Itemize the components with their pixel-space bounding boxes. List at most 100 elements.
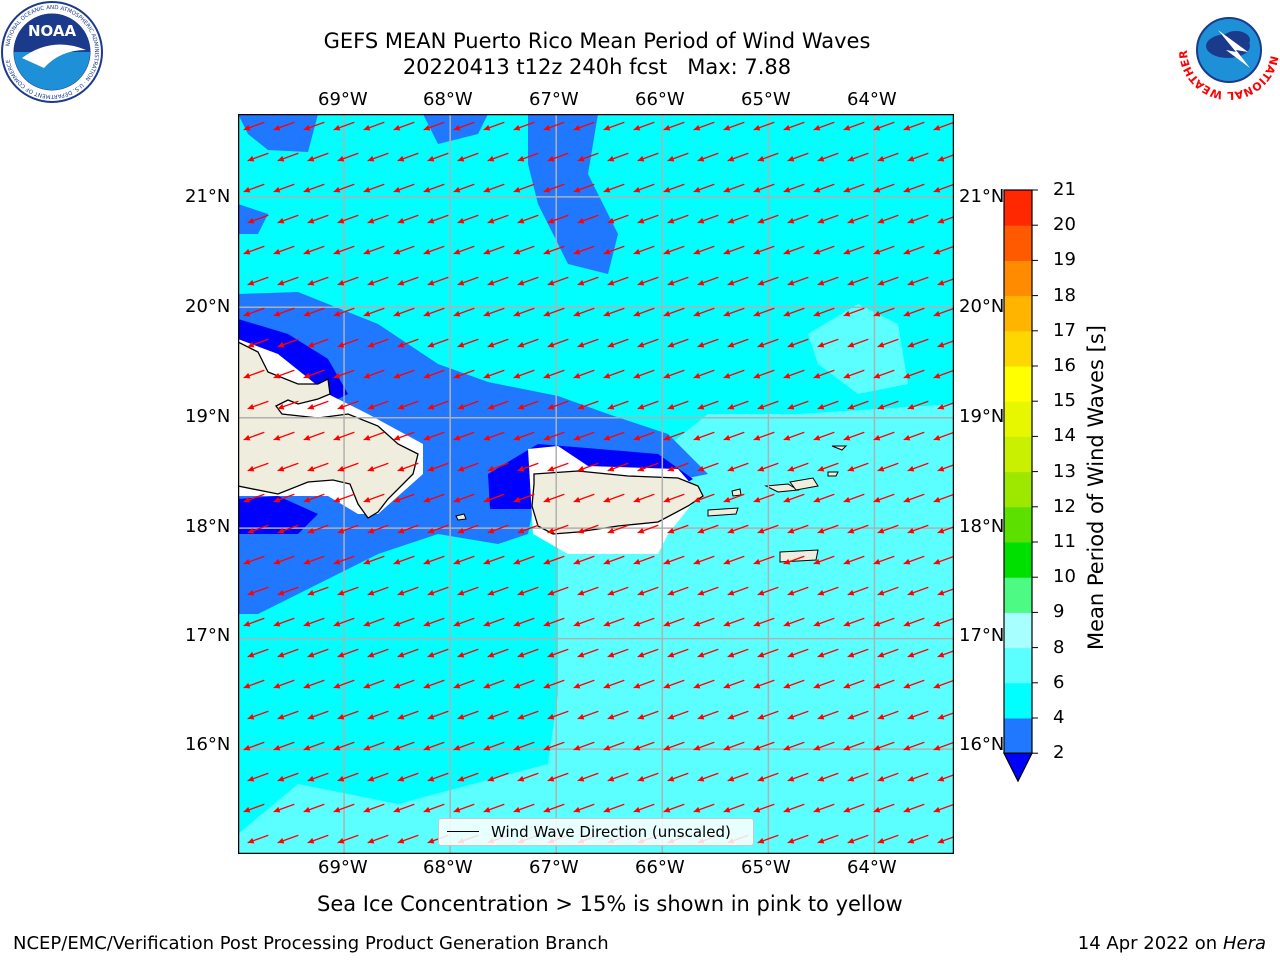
wave-direction-arrow [483, 431, 505, 441]
wave-direction-arrow [363, 121, 385, 131]
wave-direction-arrow [757, 338, 779, 348]
wave-direction-arrow [307, 214, 329, 224]
wave-direction-arrow [577, 214, 599, 224]
wave-direction-arrow [847, 524, 869, 534]
colorbar-segment [1004, 436, 1032, 473]
wave-direction-arrow [933, 308, 953, 317]
wave-direction-arrow [603, 245, 625, 255]
wave-direction-arrow [607, 462, 629, 472]
wave-direction-arrow [813, 741, 835, 751]
wave-direction-arrow [517, 338, 539, 348]
wave-direction-arrow [727, 524, 749, 534]
wave-direction-arrow [307, 338, 329, 348]
wave-direction-arrow [303, 245, 325, 255]
wave-direction-arrow [817, 152, 839, 162]
wave-direction-arrow [243, 617, 265, 627]
wave-direction-arrow [697, 152, 719, 162]
wave-direction-arrow [483, 307, 505, 317]
footer-branch: NCEP/EMC/Verification Post Processing Pr… [13, 933, 609, 954]
legend-label: Wind Wave Direction (unscaled) [491, 823, 731, 841]
wave-direction-arrow [727, 648, 749, 658]
wave-direction-arrow [367, 462, 389, 472]
wave-direction-arrow [727, 152, 749, 162]
wave-direction-arrow [933, 122, 953, 131]
wave-direction-arrow [547, 462, 569, 472]
wave-direction-arrow [903, 121, 925, 131]
lon-label-top-67: 67°W [529, 89, 579, 110]
wave-direction-arrow [667, 586, 689, 596]
wave-direction-arrow [723, 369, 745, 379]
wave-direction-arrow [513, 803, 535, 813]
wave-direction-arrow [573, 431, 595, 441]
wave-direction-arrow [847, 400, 869, 410]
wave-direction-arrow [783, 493, 805, 503]
wave-direction-arrow [813, 307, 835, 317]
wave-direction-arrow [783, 431, 805, 441]
wave-direction-arrow [877, 710, 899, 720]
wave-direction-arrow [333, 369, 355, 379]
wave-direction-arrow [817, 834, 839, 844]
wave-direction-arrow [247, 834, 269, 844]
wave-direction-arrow [847, 586, 869, 596]
wave-direction-arrow [577, 648, 599, 658]
wave-direction-arrow [427, 586, 449, 596]
wave-direction-arrow [397, 152, 419, 162]
wave-direction-arrow [697, 400, 719, 410]
wave-direction-arrow [577, 524, 599, 534]
wave-direction-arrow [937, 216, 953, 224]
wave-direction-arrow [873, 741, 895, 751]
colorbar-segment [1004, 366, 1032, 402]
wave-direction-arrow [333, 555, 355, 565]
wave-direction-arrow [247, 524, 269, 534]
wave-direction-arrow [457, 710, 479, 720]
wave-direction-arrow [577, 338, 599, 348]
wave-direction-arrow [753, 679, 775, 689]
wave-direction-arrow [723, 679, 745, 689]
colorbar-tick-label: 21 [1053, 179, 1076, 200]
colorbar [996, 180, 1052, 790]
wave-direction-arrow [663, 183, 685, 193]
wave-direction-arrow [697, 710, 719, 720]
wave-direction-arrow [277, 772, 299, 782]
wave-direction-arrow [333, 183, 355, 193]
wave-direction-arrow [933, 246, 953, 255]
wave-direction-arrow [337, 648, 359, 658]
wave-direction-arrow [663, 803, 685, 813]
wave-direction-arrow [303, 741, 325, 751]
wave-direction-arrow [937, 526, 953, 534]
wave-direction-arrow [937, 712, 953, 720]
wave-direction-arrow [693, 183, 715, 193]
wave-direction-arrow [577, 462, 599, 472]
wave-direction-arrow [483, 679, 505, 689]
wave-direction-arrow [607, 586, 629, 596]
wave-direction-arrow [333, 741, 355, 751]
lon-label-top-66: 66°W [635, 89, 685, 110]
wave-direction-arrow [783, 307, 805, 317]
wave-direction-arrow [573, 741, 595, 751]
colorbar-segment [1004, 718, 1032, 754]
wave-direction-arrow [667, 152, 689, 162]
lon-label-bottom-68: 68°W [423, 857, 473, 878]
wave-direction-arrow [517, 524, 539, 534]
wave-direction-arrow [337, 586, 359, 596]
wave-direction-arrow [633, 369, 655, 379]
wave-direction-arrow [813, 555, 835, 565]
wave-direction-arrow [753, 245, 775, 255]
wave-direction-arrow [543, 121, 565, 131]
colorbar-segment [1004, 471, 1032, 508]
lat-label-right-19: 19°N [959, 406, 1005, 427]
wave-direction-arrow [877, 586, 899, 596]
wave-direction-arrow [247, 214, 269, 224]
wave-direction-arrow [783, 121, 805, 131]
wave-direction-arrow [303, 803, 325, 813]
wave-direction-arrow [243, 741, 265, 751]
wave-direction-arrow [247, 276, 269, 286]
wave-direction-arrow [517, 586, 539, 596]
wave-direction-arrow [843, 741, 865, 751]
wave-direction-arrow [517, 276, 539, 286]
wave-direction-arrow [847, 152, 869, 162]
wave-direction-arrow [843, 431, 865, 441]
wave-direction-arrow [573, 679, 595, 689]
island-st-croix [779, 549, 819, 563]
wave-direction-arrow [573, 369, 595, 379]
